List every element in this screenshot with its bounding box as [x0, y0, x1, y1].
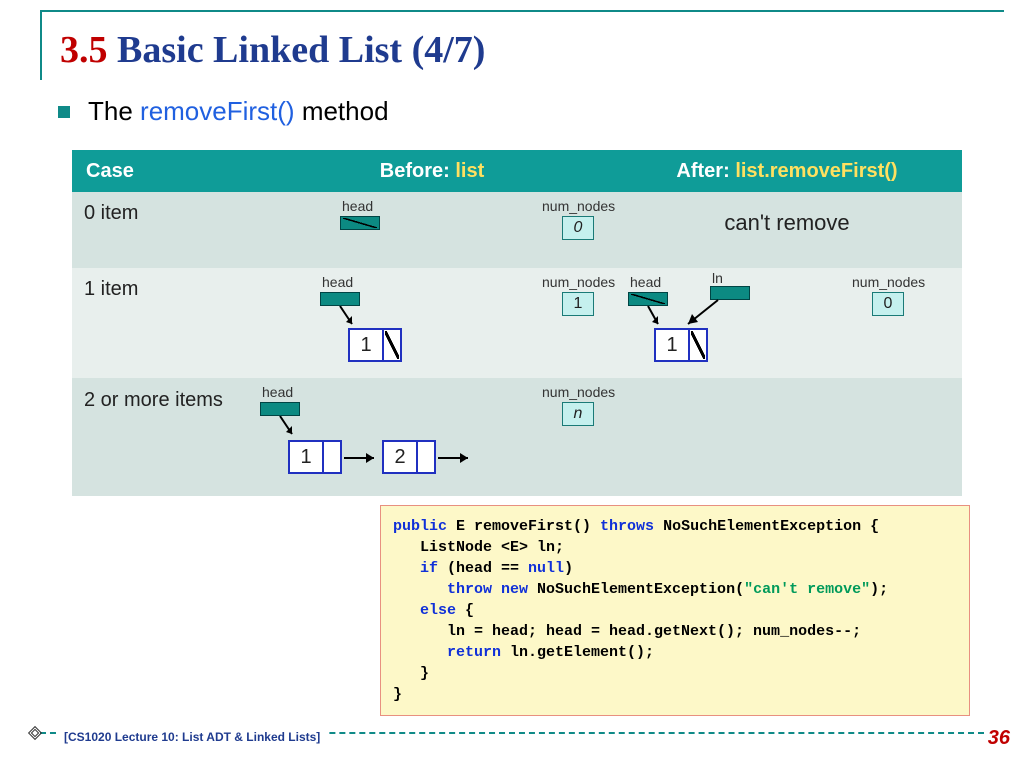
head-box-null — [628, 292, 668, 306]
list-node: 1 — [654, 328, 708, 362]
list-node: 2 — [382, 440, 436, 474]
ln-label: ln — [712, 270, 723, 286]
table-row: 1 item head 1 num_nodes 1 head ln — [72, 268, 962, 378]
null-ptr-icon — [688, 330, 706, 360]
after-cell-0: can't remove — [612, 192, 962, 268]
list-node: 1 — [348, 328, 402, 362]
head-box-null — [340, 216, 380, 230]
arrow-diag-icon — [682, 298, 722, 332]
numnodes-label: num_nodes — [542, 274, 615, 290]
after-cell-2 — [612, 378, 962, 496]
null-ptr-icon — [382, 330, 400, 360]
comparison-table: Case Before: list After: list.removeFirs… — [72, 150, 962, 496]
numnodes-box: 0 — [872, 292, 904, 316]
bullet-text: The removeFirst() method — [88, 96, 389, 127]
before-cell-2: head 1 2 num_nodes n — [252, 378, 612, 496]
list-node: 1 — [288, 440, 342, 474]
numnodes-label: num_nodes — [542, 198, 615, 214]
before-cell-1: head 1 num_nodes 1 — [252, 268, 612, 378]
footer-text: [CS1020 Lecture 10: List ADT & Linked Li… — [58, 730, 326, 744]
head-label: head — [262, 384, 293, 400]
before-cell-0: head num_nodes 0 — [252, 192, 612, 268]
numnodes-box: 0 — [562, 216, 594, 240]
footer-diamond-icon — [28, 726, 42, 740]
numnodes-label: num_nodes — [852, 274, 925, 290]
head-box — [260, 402, 300, 416]
bullet-icon — [58, 106, 70, 118]
table-row: 2 or more items head 1 2 num_nodes n — [72, 378, 962, 496]
after-cell-1: head ln 1 num_nodes 0 — [612, 268, 962, 378]
numnodes-box: 1 — [562, 292, 594, 316]
case-label: 1 item — [72, 268, 252, 378]
head-label: head — [630, 274, 661, 290]
header-before: Before: list — [252, 160, 612, 183]
section-number: 3.5 — [60, 29, 108, 71]
title-text: Basic Linked List (4/7) — [117, 29, 485, 71]
numnodes-box: n — [562, 402, 594, 426]
method-name: removeFirst() — [140, 96, 295, 126]
arrow-down-icon — [278, 416, 300, 442]
arrow-right-icon — [438, 450, 476, 466]
arrow-right-icon — [344, 450, 382, 466]
page-number: 36 — [988, 727, 1010, 750]
bullet-line: The removeFirst() method — [58, 96, 389, 127]
head-box — [320, 292, 360, 306]
code-block: public E removeFirst() throws NoSuchElem… — [380, 505, 970, 716]
table-row: 0 item head num_nodes 0 can't remove — [72, 192, 962, 268]
head-label: head — [322, 274, 353, 290]
head-label: head — [342, 198, 373, 214]
header-case: Case — [72, 160, 252, 183]
numnodes-label: num_nodes — [542, 384, 615, 400]
case-label: 2 or more items — [72, 378, 252, 496]
slide-title: 3.5 Basic Linked List (4/7) — [60, 28, 485, 72]
table-header: Case Before: list After: list.removeFirs… — [72, 150, 962, 192]
header-after: After: list.removeFirst() — [612, 160, 962, 183]
case-label: 0 item — [72, 192, 252, 268]
